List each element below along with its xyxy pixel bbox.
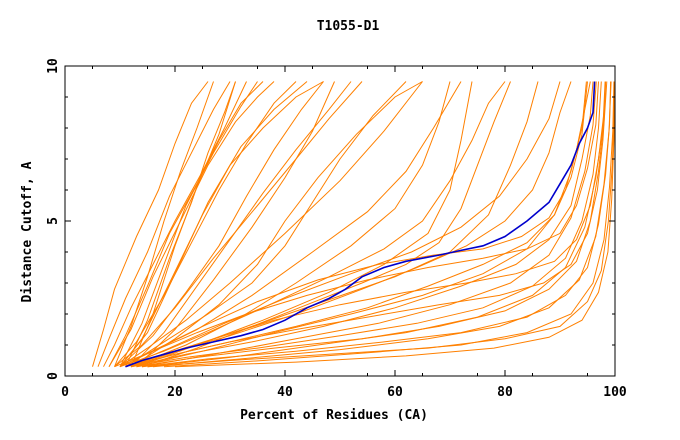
x-tick-label: 80 [497, 385, 513, 400]
y-tick-label: 0 [46, 372, 61, 380]
model-line-32 [130, 81, 539, 368]
model-line-3 [103, 81, 247, 367]
model-line-2 [97, 81, 231, 367]
highlighted-model-line [125, 81, 596, 368]
model-line-30 [130, 81, 451, 368]
model-line-23 [130, 81, 608, 368]
x-tick-label: 20 [167, 385, 183, 400]
model-line-8 [119, 81, 308, 368]
model-line-39 [174, 81, 615, 368]
x-axis-label: Percent of Residues (CA) [240, 408, 428, 423]
model-line-11 [114, 81, 462, 368]
model-line-17 [136, 81, 607, 368]
model-line-43 [141, 81, 511, 368]
ticks-layer: 0 20 40 60 80 100 0 5 10 [46, 58, 627, 400]
model-line-12 [119, 81, 506, 368]
x-tick-label: 0 [61, 385, 69, 400]
model-line-36 [147, 81, 606, 368]
series-layer [92, 81, 615, 368]
model-line-16 [130, 81, 602, 368]
y-axis-label: Distance Cutoff, A [20, 161, 35, 302]
y-tick-label: 10 [46, 58, 61, 74]
model-line-1 [92, 81, 209, 367]
model-line-24 [114, 81, 214, 367]
x-tick-label: 40 [277, 385, 293, 400]
model-line-27 [119, 81, 258, 367]
model-line-21 [119, 81, 599, 368]
y-tick-label: 5 [46, 217, 61, 225]
model-line-33 [125, 81, 561, 368]
model-line-42 [119, 81, 324, 368]
model-line-35 [141, 81, 597, 368]
plot-frame [64, 65, 616, 377]
model-line-19 [147, 81, 615, 368]
model-line-20 [119, 81, 591, 368]
model-line-37 [152, 81, 612, 368]
chart-title: T1055-D1 [317, 19, 380, 34]
model-line-41 [130, 81, 423, 368]
model-line-15 [130, 81, 594, 368]
model-line-18 [141, 81, 612, 368]
model-line-28 [130, 81, 352, 368]
model-line-26 [130, 81, 236, 367]
model-line-4 [108, 81, 264, 367]
x-tick-label: 60 [387, 385, 403, 400]
model-line-34 [136, 81, 587, 368]
model-line-40 [125, 81, 407, 368]
model-line-29 [136, 81, 335, 368]
model-line-38 [163, 81, 615, 368]
x-tick-label: 100 [603, 385, 627, 400]
